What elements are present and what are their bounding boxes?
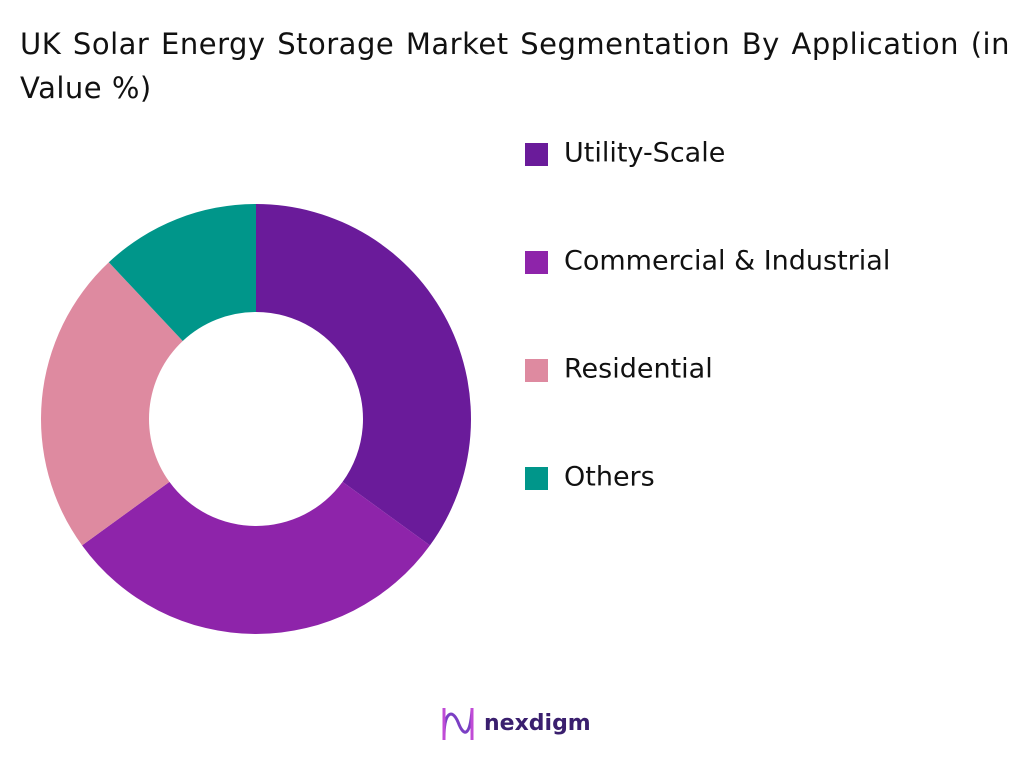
legend-swatch <box>525 143 548 166</box>
legend-swatch <box>525 251 548 274</box>
logo-icon <box>442 708 474 740</box>
donut-slice <box>41 262 183 546</box>
legend-label: Commercial & Industrial <box>564 246 890 277</box>
legend-label: Others <box>564 462 655 493</box>
chart-title: UK Solar Energy Storage Market Segmentat… <box>20 27 1010 105</box>
legend-swatch <box>525 359 548 382</box>
donut-slice <box>256 204 471 546</box>
legend-label: Residential <box>564 354 713 385</box>
donut-slice <box>108 204 256 342</box>
donut-slice <box>82 481 430 634</box>
legend-label: Utility-Scale <box>564 138 725 169</box>
logo-text: nexdigm <box>484 711 591 736</box>
legend-swatch <box>525 467 548 490</box>
